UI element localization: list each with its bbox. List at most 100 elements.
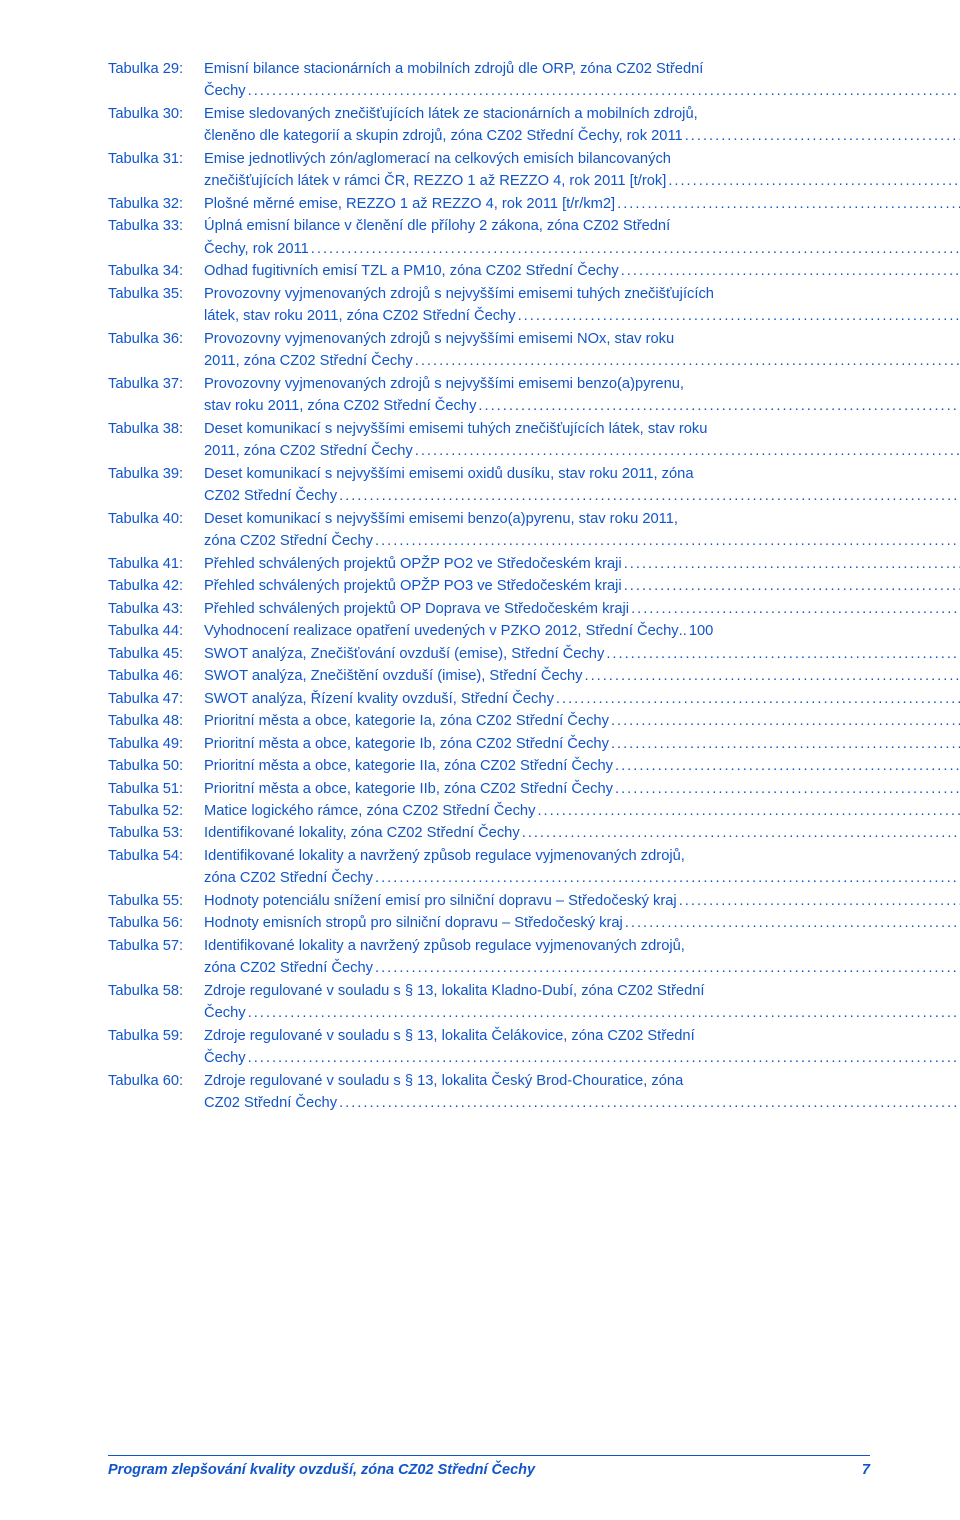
toc-entry[interactable]: Tabulka 52:Matice logického rámce, zóna … [108, 800, 870, 822]
toc-label: Tabulka 49: [108, 733, 204, 755]
toc-entry[interactable]: Tabulka 51:Prioritní města a obce, kateg… [108, 778, 870, 800]
toc-text: Deset komunikací s nejvyššími emisemi ox… [204, 463, 694, 485]
toc-text: Hodnoty emisních stropů pro silniční dop… [204, 912, 623, 934]
toc-description: Hodnoty potenciálu snížení emisí pro sil… [204, 890, 960, 912]
toc-text: Čechy [204, 1047, 246, 1069]
toc-leader: ........................................… [624, 553, 960, 575]
toc-entry[interactable]: Tabulka 57:Identifikované lokality a nav… [108, 935, 870, 980]
toc-text: Identifikované lokality, zóna CZ02 Střed… [204, 822, 520, 844]
toc-entry[interactable]: Tabulka 49:Prioritní města a obce, kateg… [108, 733, 870, 755]
toc-label: Tabulka 55: [108, 890, 204, 912]
toc-entry[interactable]: Tabulka 59:Zdroje regulované v souladu s… [108, 1025, 870, 1070]
toc-text: Provozovny vyjmenovaných zdrojů s nejvyš… [204, 328, 674, 350]
toc-leader: ........................................… [311, 238, 960, 260]
toc-text: SWOT analýza, Znečištění ovzduší (imise)… [204, 665, 582, 687]
toc-entry[interactable]: Tabulka 48:Prioritní města a obce, kateg… [108, 710, 870, 732]
toc-entry[interactable]: Tabulka 42:Přehled schválených projektů … [108, 575, 870, 597]
toc-entry[interactable]: Tabulka 34:Odhad fugitivních emisí TZL a… [108, 260, 870, 282]
toc-text: Deset komunikací s nejvyššími emisemi be… [204, 508, 678, 530]
toc-leader: ........................................… [375, 530, 960, 552]
toc-label: Tabulka 38: [108, 418, 204, 440]
footer-page: 7 [862, 1462, 870, 1478]
toc-entry[interactable]: Tabulka 56:Hodnoty emisních stropů pro s… [108, 912, 870, 934]
toc-entry[interactable]: Tabulka 37:Provozovny vyjmenovaných zdro… [108, 373, 870, 418]
toc-entry[interactable]: Tabulka 38:Deset komunikací s nejvyššími… [108, 418, 870, 463]
toc-label: Tabulka 35: [108, 283, 204, 305]
toc-text: Prioritní města a obce, kategorie Ib, zó… [204, 733, 609, 755]
toc-leader: ........................................… [615, 778, 960, 800]
toc-entry[interactable]: Tabulka 46:SWOT analýza, Znečištění ovzd… [108, 665, 870, 687]
toc-description: Provozovny vyjmenovaných zdrojů s nejvyš… [204, 373, 960, 418]
toc-description: Hodnoty emisních stropů pro silniční dop… [204, 912, 960, 934]
toc-description: Prioritní města a obce, kategorie Ia, zó… [204, 710, 960, 732]
toc-leader: ........................................… [625, 912, 960, 934]
toc-label: Tabulka 31: [108, 148, 204, 170]
toc-description: Matice logického rámce, zóna CZ02 Středn… [204, 800, 960, 822]
toc-leader: ........................................… [518, 305, 960, 327]
toc-leader: ........................................… [621, 260, 960, 282]
toc-description: Vyhodnocení realizace opatření uvedených… [204, 620, 870, 642]
toc-text: Zdroje regulované v souladu s § 13, loka… [204, 980, 705, 1002]
toc-label: Tabulka 47: [108, 688, 204, 710]
toc-label: Tabulka 30: [108, 103, 204, 125]
toc-label: Tabulka 42: [108, 575, 204, 597]
toc-text: Čechy [204, 80, 246, 102]
toc-text: Emise sledovaných znečišťujících látek z… [204, 103, 698, 125]
toc-leader: ........................................… [679, 890, 960, 912]
toc-text: Čechy, rok 2011 [204, 238, 309, 260]
toc-entry[interactable]: Tabulka 30:Emise sledovaných znečišťujíc… [108, 103, 870, 148]
toc-description: Zdroje regulované v souladu s § 13, loka… [204, 1070, 960, 1115]
toc-text: Zdroje regulované v souladu s § 13, loka… [204, 1025, 695, 1047]
toc-entry[interactable]: Tabulka 29:Emisní bilance stacionárních … [108, 58, 870, 103]
toc-entry[interactable]: Tabulka 58:Zdroje regulované v souladu s… [108, 980, 870, 1025]
toc-entry[interactable]: Tabulka 50:Prioritní města a obce, kateg… [108, 755, 870, 777]
toc-label: Tabulka 46: [108, 665, 204, 687]
toc-entry[interactable]: Tabulka 35:Provozovny vyjmenovaných zdro… [108, 283, 870, 328]
toc-text: Emise jednotlivých zón/aglomerací na cel… [204, 148, 671, 170]
toc-text: Vyhodnocení realizace opatření uvedených… [204, 620, 679, 642]
toc-leader: ........................................… [611, 733, 960, 755]
toc-description: Provozovny vyjmenovaných zdrojů s nejvyš… [204, 328, 960, 373]
toc-entry[interactable]: Tabulka 43:Přehled schválených projektů … [108, 598, 870, 620]
toc-text: stav roku 2011, zóna CZ02 Střední Čechy [204, 395, 476, 417]
toc-entry[interactable]: Tabulka 44:Vyhodnocení realizace opatřen… [108, 620, 870, 642]
toc-label: Tabulka 52: [108, 800, 204, 822]
toc-text: SWOT analýza, Znečišťování ovzduší (emis… [204, 643, 604, 665]
toc-entry[interactable]: Tabulka 40:Deset komunikací s nejvyššími… [108, 508, 870, 553]
toc-description: Deset komunikací s nejvyššími emisemi ox… [204, 463, 960, 508]
toc-text: Zdroje regulované v souladu s § 13, loka… [204, 1070, 683, 1092]
toc-entry[interactable]: Tabulka 32:Plošné měrné emise, REZZO 1 a… [108, 193, 870, 215]
toc-entry[interactable]: Tabulka 33:Úplná emisní bilance v členěn… [108, 215, 870, 260]
toc-text: 2011, zóna CZ02 Střední Čechy [204, 440, 413, 462]
toc-leader: ........................................… [556, 688, 960, 710]
toc-entry[interactable]: Tabulka 60:Zdroje regulované v souladu s… [108, 1070, 870, 1115]
toc-description: Prioritní města a obce, kategorie Ib, zó… [204, 733, 960, 755]
toc-entry[interactable]: Tabulka 39:Deset komunikací s nejvyššími… [108, 463, 870, 508]
toc-leader: ........................................… [522, 822, 960, 844]
toc-description: Přehled schválených projektů OP Doprava … [204, 598, 960, 620]
toc-leader: ........................................… [624, 575, 960, 597]
toc-text: Provozovny vyjmenovaných zdrojů s nejvyš… [204, 283, 714, 305]
toc-text: SWOT analýza, Řízení kvality ovzduší, St… [204, 688, 554, 710]
toc-entry[interactable]: Tabulka 41:Přehled schválených projektů … [108, 553, 870, 575]
toc-entry[interactable]: Tabulka 47:SWOT analýza, Řízení kvality … [108, 688, 870, 710]
toc-entry[interactable]: Tabulka 36:Provozovny vyjmenovaných zdro… [108, 328, 870, 373]
toc-entry[interactable]: Tabulka 54:Identifikované lokality a nav… [108, 845, 870, 890]
toc-leader: ........................................… [685, 125, 960, 147]
toc-entry[interactable]: Tabulka 55:Hodnoty potenciálu snížení em… [108, 890, 870, 912]
toc-entry[interactable]: Tabulka 31:Emise jednotlivých zón/aglome… [108, 148, 870, 193]
toc-description: Emise jednotlivých zón/aglomerací na cel… [204, 148, 960, 193]
toc-entry[interactable]: Tabulka 45:SWOT analýza, Znečišťování ov… [108, 643, 870, 665]
toc-leader: ........................................… [248, 1002, 960, 1024]
toc-label: Tabulka 41: [108, 553, 204, 575]
toc-description: Zdroje regulované v souladu s § 13, loka… [204, 1025, 960, 1070]
toc-text: CZ02 Střední Čechy [204, 485, 337, 507]
toc-description: Emise sledovaných znečišťujících látek z… [204, 103, 960, 148]
toc-text: znečišťujících látek v rámci ČR, REZZO 1… [204, 170, 666, 192]
toc-entry[interactable]: Tabulka 53:Identifikované lokality, zóna… [108, 822, 870, 844]
toc-label: Tabulka 56: [108, 912, 204, 934]
toc-page: 100 [687, 620, 714, 642]
toc-leader: ........................................… [375, 867, 960, 889]
toc-text: látek, stav roku 2011, zóna CZ02 Střední… [204, 305, 516, 327]
toc-leader: ........................................… [339, 1092, 960, 1114]
